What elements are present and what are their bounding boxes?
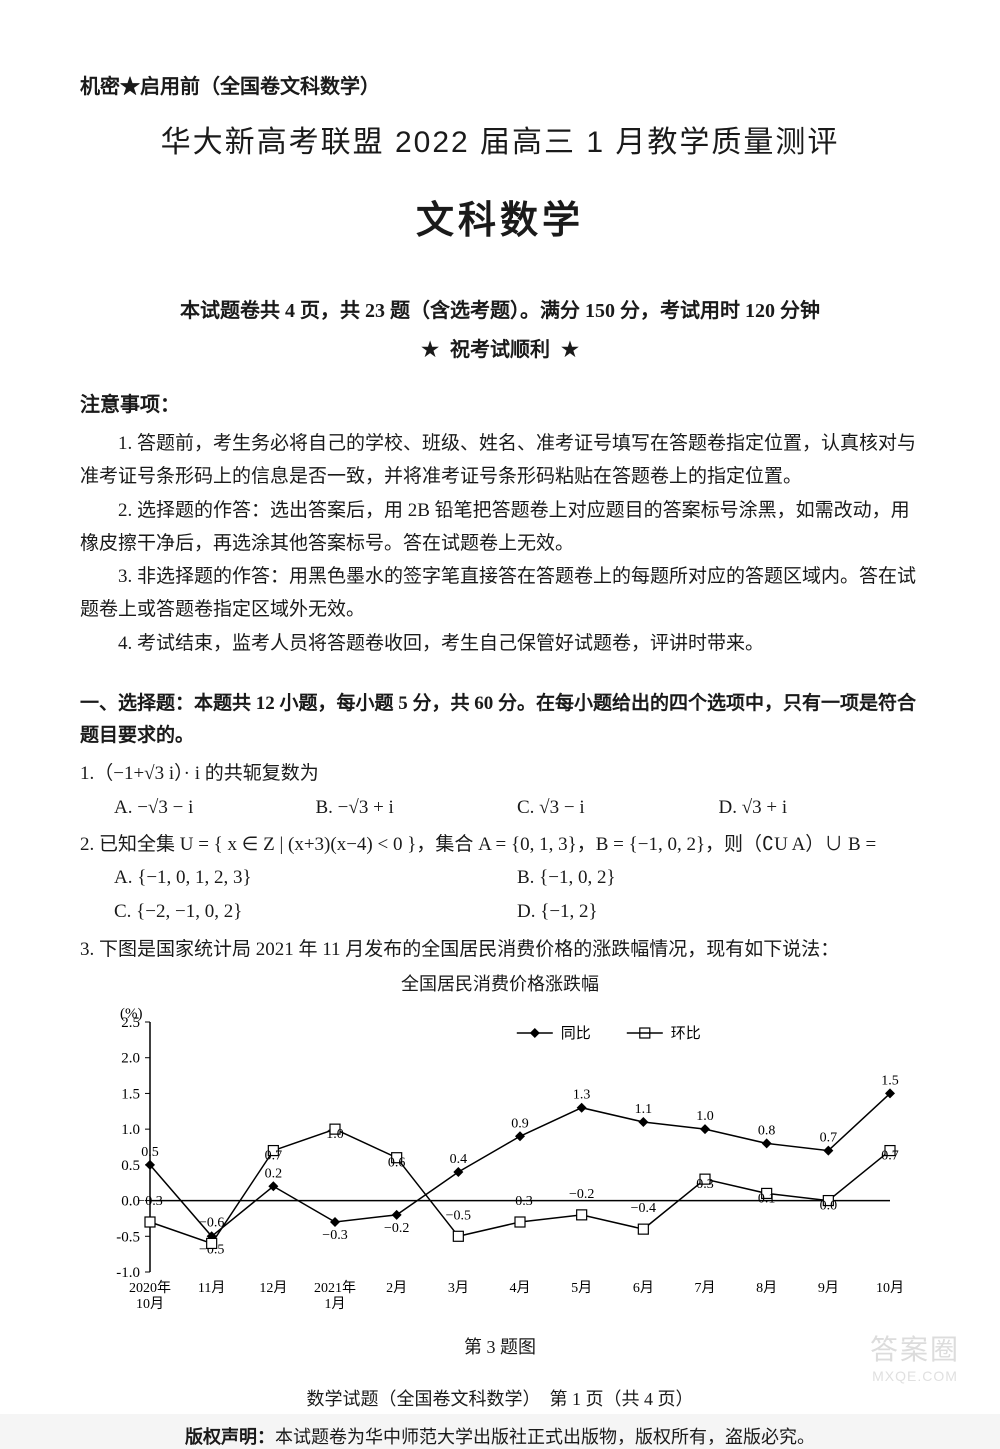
exam-info-line: 本试题卷共 4 页，共 23 题（含选考题）。满分 150 分，考试用时 120… [80, 294, 920, 323]
cpi-chart: (%)-1.0-0.50.00.51.01.52.02.52020年10月11月… [90, 1002, 910, 1327]
confidential-label: 机密★启用前（全国卷文科数学） [80, 70, 920, 99]
option-c: C. {−2, −1, 0, 2} [114, 895, 517, 929]
good-luck-line: ★ 祝考试顺利 ★ [80, 333, 920, 362]
chart-svg: (%)-1.0-0.50.00.51.01.52.02.52020年10月11月… [90, 1002, 910, 1322]
question-2-options-row1: A. {−1, 0, 1, 2, 3} B. {−1, 0, 2} [114, 861, 920, 895]
option-a: A. {−1, 0, 1, 2, 3} [114, 861, 517, 895]
svg-text:1.1: 1.1 [635, 1102, 653, 1117]
svg-text:−0.3: −0.3 [137, 1194, 162, 1209]
section-1-head: 一、选择题：本题共 12 小题，每小题 5 分，共 60 分。在每小题给出的四个… [80, 688, 920, 753]
svg-text:0.0: 0.0 [820, 1198, 838, 1213]
svg-text:1.0: 1.0 [326, 1127, 344, 1142]
notice-item: 2. 选择题的作答：选出答案后，用 2B 铅笔把答题卷上对应题目的答案标号涂黑，… [80, 494, 920, 561]
svg-text:10月: 10月 [136, 1296, 164, 1312]
svg-text:−0.3: −0.3 [507, 1194, 532, 1209]
chart-title: 全国居民消费价格涨跌幅 [80, 970, 920, 996]
svg-text:2021年: 2021年 [314, 1280, 356, 1296]
notice-item: 1. 答题前，考生务必将自己的学校、班级、姓名、准考证号填写在答题卷指定位置，认… [80, 427, 920, 494]
svg-text:12月: 12月 [259, 1280, 287, 1296]
notice-item: 3. 非选择题的作答：用黑色墨水的签字笔直接答在答题卷上的每题所对应的答题区域内… [80, 560, 920, 627]
question-1-options: A. −√3 − i B. −√3 + i C. √3 − i D. √3 + … [114, 791, 920, 825]
svg-text:0.2: 0.2 [265, 1166, 283, 1181]
chart-caption: 第 3 题图 [80, 1333, 920, 1359]
exam-title-main: 华大新高考联盟 2022 届高三 1 月教学质量测评 [80, 117, 920, 161]
svg-text:0.9: 0.9 [511, 1116, 529, 1131]
svg-text:同比: 同比 [561, 1025, 591, 1042]
option-c: C. √3 − i [517, 791, 719, 825]
svg-text:0.3: 0.3 [696, 1177, 714, 1192]
svg-text:1月: 1月 [325, 1296, 346, 1312]
svg-text:1.5: 1.5 [121, 1086, 140, 1102]
svg-text:−0.3: −0.3 [322, 1228, 347, 1243]
svg-text:1.5: 1.5 [881, 1073, 899, 1088]
svg-text:0.5: 0.5 [141, 1145, 159, 1160]
svg-text:0.1: 0.1 [758, 1191, 776, 1206]
svg-text:6月: 6月 [633, 1280, 654, 1296]
svg-text:7月: 7月 [695, 1280, 716, 1296]
svg-text:0.6: 0.6 [388, 1156, 406, 1171]
svg-text:0.7: 0.7 [881, 1148, 899, 1163]
svg-text:11月: 11月 [198, 1280, 225, 1296]
notice-item: 4. 考试结束，监考人员将答题卷收回，考生自己保管好试题卷，评讲时带来。 [80, 627, 920, 660]
question-2-options-row2: C. {−2, −1, 0, 2} D. {−1, 2} [114, 895, 920, 929]
svg-text:9月: 9月 [818, 1280, 839, 1296]
svg-text:−0.6: −0.6 [199, 1215, 224, 1230]
copyright-label: 版权声明： [185, 1427, 275, 1447]
svg-text:0.7: 0.7 [820, 1130, 838, 1145]
option-d: D. {−1, 2} [517, 895, 920, 929]
page-footer-copyright: 版权声明：本试题卷为华中师范大学出版社正式出版物，版权所有，盗版必究。 [80, 1423, 920, 1449]
svg-text:1.0: 1.0 [121, 1122, 140, 1138]
good-luck-text: 祝考试顺利 [450, 339, 550, 361]
svg-text:−0.5: −0.5 [446, 1208, 471, 1223]
svg-text:2月: 2月 [386, 1280, 407, 1296]
svg-text:2020年: 2020年 [129, 1280, 171, 1296]
star-icon: ★ [561, 339, 579, 361]
svg-text:5月: 5月 [571, 1280, 592, 1296]
svg-text:−0.2: −0.2 [569, 1187, 594, 1202]
page-footer-pagenum: 数学试题（全国卷文科数学） 第 1 页（共 4 页） [80, 1385, 920, 1411]
copyright-text: 本试题卷为华中师范大学出版社正式出版物，版权所有，盗版必究。 [275, 1427, 815, 1447]
svg-text:-1.0: -1.0 [116, 1265, 140, 1281]
star-icon: ★ [421, 339, 439, 361]
question-1-stem: 1.（−1+√3 i）· i 的共轭复数为 [80, 758, 920, 790]
option-d: D. √3 + i [719, 791, 921, 825]
svg-text:-0.5: -0.5 [116, 1229, 140, 1245]
question-3-stem: 3. 下图是国家统计局 2021 年 11 月发布的全国居民消费价格的涨跌幅情况… [80, 934, 920, 966]
svg-text:环比: 环比 [671, 1025, 701, 1042]
svg-text:8月: 8月 [756, 1280, 777, 1296]
option-b: B. {−1, 0, 2} [517, 861, 920, 895]
option-b: B. −√3 + i [316, 791, 518, 825]
svg-text:2.0: 2.0 [121, 1051, 140, 1067]
svg-text:0.7: 0.7 [265, 1148, 283, 1163]
svg-text:2.5: 2.5 [121, 1015, 140, 1031]
notice-title: 注意事项： [80, 388, 920, 417]
exam-page: 机密★启用前（全国卷文科数学） 华大新高考联盟 2022 届高三 1 月教学质量… [0, 0, 1000, 1414]
exam-title-sub: 文科数学 [80, 189, 920, 244]
svg-text:0.5: 0.5 [121, 1158, 140, 1174]
svg-text:−0.4: −0.4 [631, 1201, 656, 1216]
svg-text:10月: 10月 [876, 1280, 904, 1296]
svg-text:1.0: 1.0 [696, 1109, 714, 1124]
option-a: A. −√3 − i [114, 791, 316, 825]
svg-text:4月: 4月 [510, 1280, 531, 1296]
svg-text:0.4: 0.4 [450, 1152, 468, 1167]
svg-text:−0.2: −0.2 [384, 1221, 409, 1236]
svg-text:1.3: 1.3 [573, 1088, 591, 1103]
question-2-stem: 2. 已知全集 U = { x ∈ Z | (x+3)(x−4) < 0 }，集… [80, 829, 920, 861]
watermark-small: MXQE.COM [870, 1368, 960, 1384]
svg-text:0.8: 0.8 [758, 1123, 776, 1138]
svg-text:3月: 3月 [448, 1280, 469, 1296]
